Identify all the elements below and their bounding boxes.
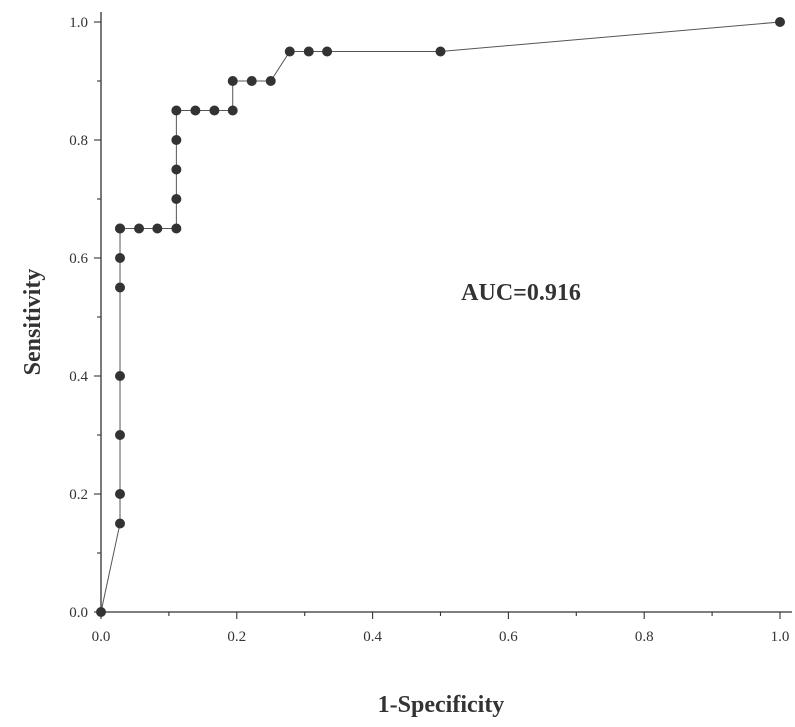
y-axis-title: Sensitivity	[20, 269, 46, 376]
roc-point	[265, 76, 276, 86]
y-tick-label: 0.8	[69, 133, 88, 149]
ticks: 0.0 0.2 0.4 0.6 0.8 1.0 0.0 0.2 0.4 0.6 0.8 1.0	[69, 15, 789, 645]
y-tick-label: 0.4	[69, 369, 88, 385]
roc-point	[775, 17, 785, 27]
roc-point	[246, 76, 257, 86]
x-tick-label: 1.0	[771, 629, 790, 645]
roc-curve-line	[100, 21, 781, 613]
x-tick-label: 0.4	[363, 629, 382, 645]
roc-point	[190, 105, 201, 116]
y-tick-label: 1.0	[69, 15, 88, 31]
roc-point	[115, 518, 126, 529]
roc-point	[115, 489, 126, 499]
roc-point	[171, 194, 182, 204]
x-tick-label: 0.8	[635, 629, 654, 645]
roc-point	[171, 105, 182, 116]
roc-point	[322, 46, 333, 57]
roc-point	[115, 282, 126, 293]
roc-point	[209, 105, 220, 116]
plot-area	[96, 17, 785, 617]
roc-point	[227, 76, 238, 86]
roc-point	[96, 607, 106, 617]
y-tick-label: 0.0	[69, 605, 88, 621]
roc-point	[171, 135, 182, 145]
roc-point	[115, 253, 126, 263]
roc-point	[227, 105, 238, 116]
roc-point	[115, 430, 126, 440]
y-tick-label: 0.6	[69, 251, 88, 267]
roc-point	[284, 46, 295, 57]
roc-point	[171, 223, 182, 234]
auc-annotation: AUC=0.916	[461, 280, 581, 306]
x-tick-label: 0.2	[227, 629, 246, 645]
roc-point	[134, 223, 145, 234]
roc-point	[115, 371, 126, 381]
roc-point	[171, 164, 182, 175]
x-tick-label: 0.0	[92, 629, 111, 645]
x-axis-title: 1-Specificity	[378, 692, 505, 718]
roc-point	[435, 46, 446, 57]
roc-point	[115, 223, 126, 234]
roc-point	[303, 46, 314, 57]
x-tick-label: 0.6	[499, 629, 518, 645]
axes	[100, 12, 792, 613]
y-tick-label: 0.2	[69, 487, 88, 503]
roc-point	[152, 223, 163, 234]
